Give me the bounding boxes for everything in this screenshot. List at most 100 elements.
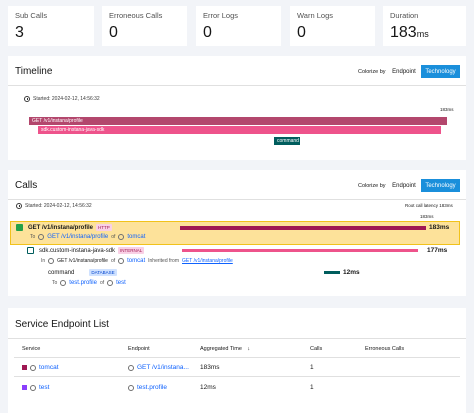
- colorize-endpoint-button[interactable]: Endpoint: [388, 65, 420, 78]
- divider: [8, 199, 466, 200]
- service-link[interactable]: test: [116, 280, 126, 286]
- service-cell: tomcat: [22, 364, 59, 371]
- panel-title: Service Endpoint List: [15, 319, 109, 330]
- endpoint-link[interactable]: GET /v1/instana...: [137, 364, 189, 371]
- in-prefix: In: [41, 258, 46, 264]
- to-prefix: To: [52, 280, 58, 286]
- endpoint-cell: GET /v1/instana...: [128, 364, 189, 371]
- call-name: GET /v1/instana/profile: [28, 224, 94, 231]
- column-header-calls: Calls: [310, 346, 323, 352]
- endpoint-icon: [48, 258, 55, 264]
- scale-end-label: 183ms: [420, 214, 434, 219]
- to-prefix: To: [30, 234, 36, 240]
- call-bar-http: [180, 226, 426, 230]
- aggregated-time-cell: 12ms: [200, 384, 216, 391]
- collapse-toggle-icon[interactable]: [27, 247, 34, 254]
- endpoint-icon: [60, 280, 67, 286]
- divider: [8, 85, 466, 86]
- service-cell: test: [22, 384, 49, 391]
- collapse-toggle-icon[interactable]: [16, 224, 23, 231]
- endpoint-link[interactable]: test.profile: [69, 280, 97, 286]
- call-duration: 12ms: [343, 269, 360, 276]
- stat-label: Duration: [390, 11, 419, 20]
- header-label: Aggregated Time: [200, 346, 242, 352]
- call-name: command: [48, 269, 75, 276]
- call-name-sdk: sdk.custom-instana-java-sdk INTERNAL: [39, 247, 145, 254]
- stat-label: Error Logs: [203, 11, 239, 20]
- scale-end-label: 183ms: [440, 107, 454, 112]
- endpoint-link[interactable]: GET /v1/instana/profile: [47, 234, 109, 240]
- endpoint-icon: [128, 384, 134, 391]
- stat-value: 0: [109, 24, 118, 41]
- column-header-aggregated-time[interactable]: Aggregated Time ↓: [200, 346, 250, 352]
- colorize-label: Colorize by: [358, 183, 386, 189]
- call-target-http: To GET /v1/instana/profile of tomcat: [30, 234, 145, 240]
- panel-title: Calls: [15, 180, 38, 191]
- column-header-endpoint: Endpoint: [128, 346, 150, 352]
- service-color-swatch: [22, 365, 27, 370]
- clock-icon: [16, 203, 22, 209]
- call-type-tag: DATABASE: [89, 269, 117, 276]
- endpoint-icon: [38, 234, 45, 240]
- stat-value: 183ms: [390, 24, 429, 41]
- timeline-bar-command[interactable]: command: [274, 137, 300, 145]
- colorize-label: Colorize by: [358, 69, 386, 75]
- start-time-text: Started: 2024-02-12, 14:56:32: [25, 203, 92, 209]
- bar-label: sdk.custom-instana-java-sdk: [41, 127, 105, 133]
- call-bar-sdk: [182, 249, 418, 252]
- stat-label: Erroneous Calls: [109, 11, 163, 20]
- service-icon: [118, 258, 125, 264]
- of-text: of: [99, 280, 105, 286]
- calls-cell: 1: [310, 384, 314, 391]
- stat-card-sub-calls: Sub Calls 3: [8, 6, 94, 46]
- call-target-command: To test.profile of test: [52, 280, 126, 286]
- column-header-erroneous-calls: Erroneous Calls: [365, 346, 405, 352]
- table-row[interactable]: [14, 358, 460, 377]
- call-duration: 183ms: [429, 224, 450, 231]
- start-time: Started: 2024-02-12, 14:56:32: [16, 203, 92, 209]
- call-name-command: command DATABASE: [48, 269, 117, 276]
- of-text: of: [111, 234, 116, 240]
- stat-card-duration: Duration 183ms: [383, 6, 466, 46]
- divider: [8, 338, 466, 339]
- colorize-technology-button[interactable]: Technology: [421, 65, 460, 78]
- endpoint-link[interactable]: test.profile: [137, 384, 167, 391]
- calls-cell: 1: [310, 364, 314, 371]
- endpoint-list-panel: Service Endpoint List Service Endpoint A…: [8, 308, 466, 413]
- stat-value: 3: [15, 24, 24, 41]
- clock-icon: [24, 96, 30, 102]
- start-time-text: Started: 2024-02-12, 14:56:32: [33, 96, 100, 102]
- aggregated-time-cell: 183ms: [200, 364, 220, 371]
- endpoint-icon: [128, 364, 134, 371]
- start-time: Started: 2024-02-12, 14:56:32: [24, 96, 100, 102]
- service-color-swatch: [22, 385, 27, 390]
- stat-card-error-logs: Error Logs 0: [196, 6, 281, 46]
- timeline-panel: Timeline Colorize by Endpoint Technology…: [8, 56, 466, 160]
- stat-card-erroneous-calls: Erroneous Calls 0: [102, 6, 187, 46]
- timeline-bar-sdk[interactable]: sdk.custom-instana-java-sdk: [38, 126, 441, 134]
- bar-label: GET /v1/instana/profile: [32, 118, 83, 124]
- stat-label: Warn Logs: [297, 11, 333, 20]
- call-type-tag: HTTP: [96, 224, 112, 231]
- root-call-latency: Root call latency 183ms: [405, 203, 453, 208]
- inherited-link[interactable]: GET /v1/instana/profile: [182, 258, 233, 264]
- calls-panel: Calls Colorize by Endpoint Technology St…: [8, 170, 466, 296]
- service-link[interactable]: tomcat: [127, 234, 146, 240]
- service-link[interactable]: tomcat: [39, 364, 59, 371]
- timeline-bar-http[interactable]: GET /v1/instana/profile: [29, 117, 447, 125]
- service-link[interactable]: tomcat: [127, 258, 146, 264]
- stat-card-warn-logs: Warn Logs 0: [290, 6, 375, 46]
- call-row-http[interactable]: [10, 221, 460, 245]
- endpoint-text: GET /v1/instana/profile: [57, 258, 108, 264]
- colorize-technology-button[interactable]: Technology: [421, 179, 460, 192]
- sort-down-icon: ↓: [247, 346, 251, 352]
- of-text: of: [110, 258, 116, 264]
- stat-value: 0: [297, 24, 306, 41]
- table-row[interactable]: [14, 378, 460, 397]
- stat-label: Sub Calls: [15, 11, 48, 20]
- call-bar-command: [324, 271, 340, 274]
- service-link[interactable]: test: [39, 384, 50, 391]
- panel-title: Timeline: [15, 66, 53, 77]
- call-duration: 177ms: [427, 247, 448, 254]
- colorize-endpoint-button[interactable]: Endpoint: [388, 179, 420, 192]
